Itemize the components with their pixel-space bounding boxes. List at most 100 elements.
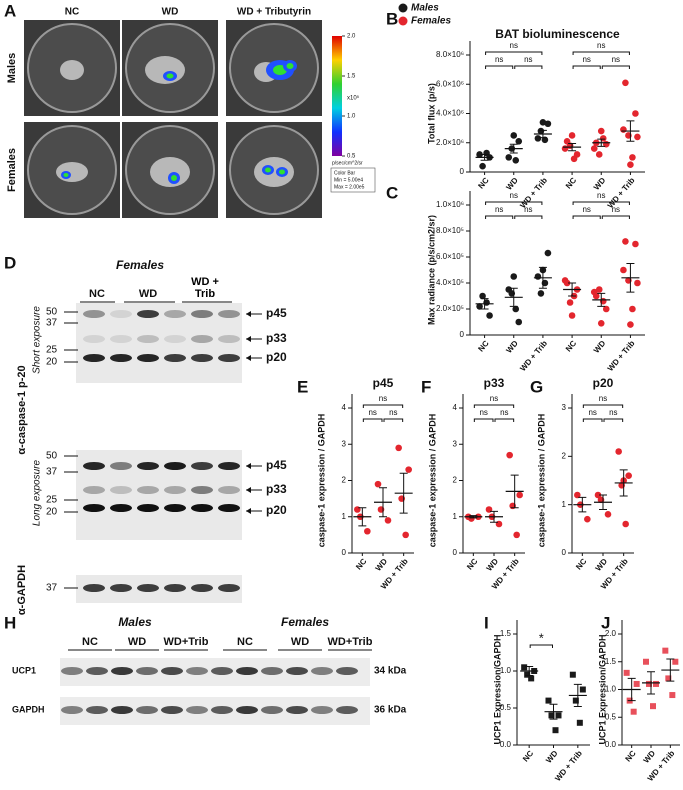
bracket (572, 215, 601, 219)
band (137, 584, 159, 592)
x-tick-label: NC (476, 339, 490, 354)
marker-label: 50 (46, 307, 58, 318)
y-tick-label: 0.0 (605, 740, 617, 749)
chart-title: p33 (484, 376, 505, 390)
band (218, 354, 240, 362)
colorbar-legend-text: Min = 5.00e4 (334, 177, 363, 183)
point (672, 658, 679, 665)
y-tick-label: 0.0 (500, 740, 512, 749)
panel-letter: G (530, 377, 543, 396)
bracket (601, 215, 630, 219)
column-label: WD (162, 7, 179, 18)
significance-label: ns (582, 55, 590, 64)
colorbar-legend-text: Color Bar (334, 170, 355, 176)
group-label: NC (237, 636, 253, 648)
point (595, 286, 603, 293)
x-tick-label: WD (594, 557, 610, 573)
band-label: p45 (266, 306, 287, 320)
point (653, 680, 659, 687)
y-tick-label: 0 (460, 167, 465, 176)
signal (63, 173, 69, 177)
chart-title: p20 (593, 376, 614, 390)
arrow-head (246, 463, 251, 469)
band (191, 335, 213, 343)
panel-letter: I (484, 613, 489, 632)
y-axis-label: Total flux (p/s) (426, 83, 436, 144)
point (622, 79, 629, 87)
y-tick-label: 2 (453, 476, 458, 485)
point (486, 312, 493, 319)
point (510, 273, 518, 280)
point (552, 727, 559, 734)
chart-title: p45 (373, 376, 394, 390)
y-axis-label: caspase-1 expression / GAPDH (316, 414, 326, 548)
band (218, 584, 240, 592)
band (218, 462, 240, 470)
band (164, 462, 186, 470)
row-label: UCP1 (12, 665, 36, 675)
point (632, 110, 639, 117)
bracket (582, 404, 624, 408)
error-bar (666, 658, 675, 682)
error-bar (568, 142, 577, 152)
point (505, 154, 513, 161)
point (512, 305, 520, 313)
sex-label: Females (281, 615, 329, 629)
x-tick-label: NC (574, 557, 588, 572)
error-bar (626, 263, 635, 293)
point (625, 472, 632, 479)
colorbar-tick-label: 1.0 (347, 114, 356, 120)
y-tick-label: 4 (453, 403, 458, 412)
x-tick-label: NC (623, 749, 637, 764)
panel-letter: J (601, 613, 610, 632)
error-bar (469, 515, 478, 519)
point (512, 157, 520, 164)
bracket (494, 418, 515, 422)
y-tick-label: 1 (453, 512, 458, 521)
error-bar (538, 266, 547, 289)
group-label: WD+Trib (328, 636, 373, 648)
point (476, 303, 483, 310)
error-bar (647, 671, 655, 695)
panel-letter: A (4, 1, 16, 20)
y-tick-label: 6.0×10⁶ (436, 79, 464, 88)
band (111, 667, 133, 675)
bracket (485, 51, 543, 55)
arrow-head (246, 508, 251, 514)
band (191, 486, 213, 494)
band-label: p20 (266, 503, 287, 517)
panel-letter: D (4, 253, 16, 272)
band (110, 310, 132, 318)
y-tick-label: 2 (562, 451, 567, 460)
point (374, 480, 382, 488)
y-tick-label: 8.0×10⁵ (436, 226, 464, 235)
point (665, 675, 672, 682)
band (336, 667, 358, 675)
point (561, 277, 569, 284)
band (191, 504, 213, 512)
x-tick-label: NC (521, 749, 535, 764)
point (534, 135, 542, 142)
error-bar (538, 129, 547, 139)
point (510, 132, 518, 139)
bracket (514, 65, 543, 69)
band (136, 706, 158, 714)
y-tick-label: 2.0×10⁵ (436, 304, 464, 313)
group-label: WD (291, 636, 309, 648)
column-label: NC (65, 7, 79, 18)
colorbar-tick-label: 2.0 (347, 34, 356, 40)
bracket (514, 215, 543, 219)
y-tick-label: 4.0×10⁶ (436, 109, 464, 118)
y-tick-label: 6.0×10⁵ (436, 252, 464, 261)
colorbar (332, 36, 342, 156)
significance-label: ns (389, 408, 397, 417)
group-label: WD+Trib (164, 636, 209, 648)
point (555, 712, 562, 719)
significance-label: ns (495, 55, 503, 64)
x-tick-label: WD (504, 339, 520, 355)
signal (286, 63, 294, 69)
colorbar-legend-box (330, 167, 376, 193)
antibody-label: α-caspase-1 p-20 (16, 365, 28, 454)
band (137, 354, 159, 362)
signal (166, 73, 174, 79)
